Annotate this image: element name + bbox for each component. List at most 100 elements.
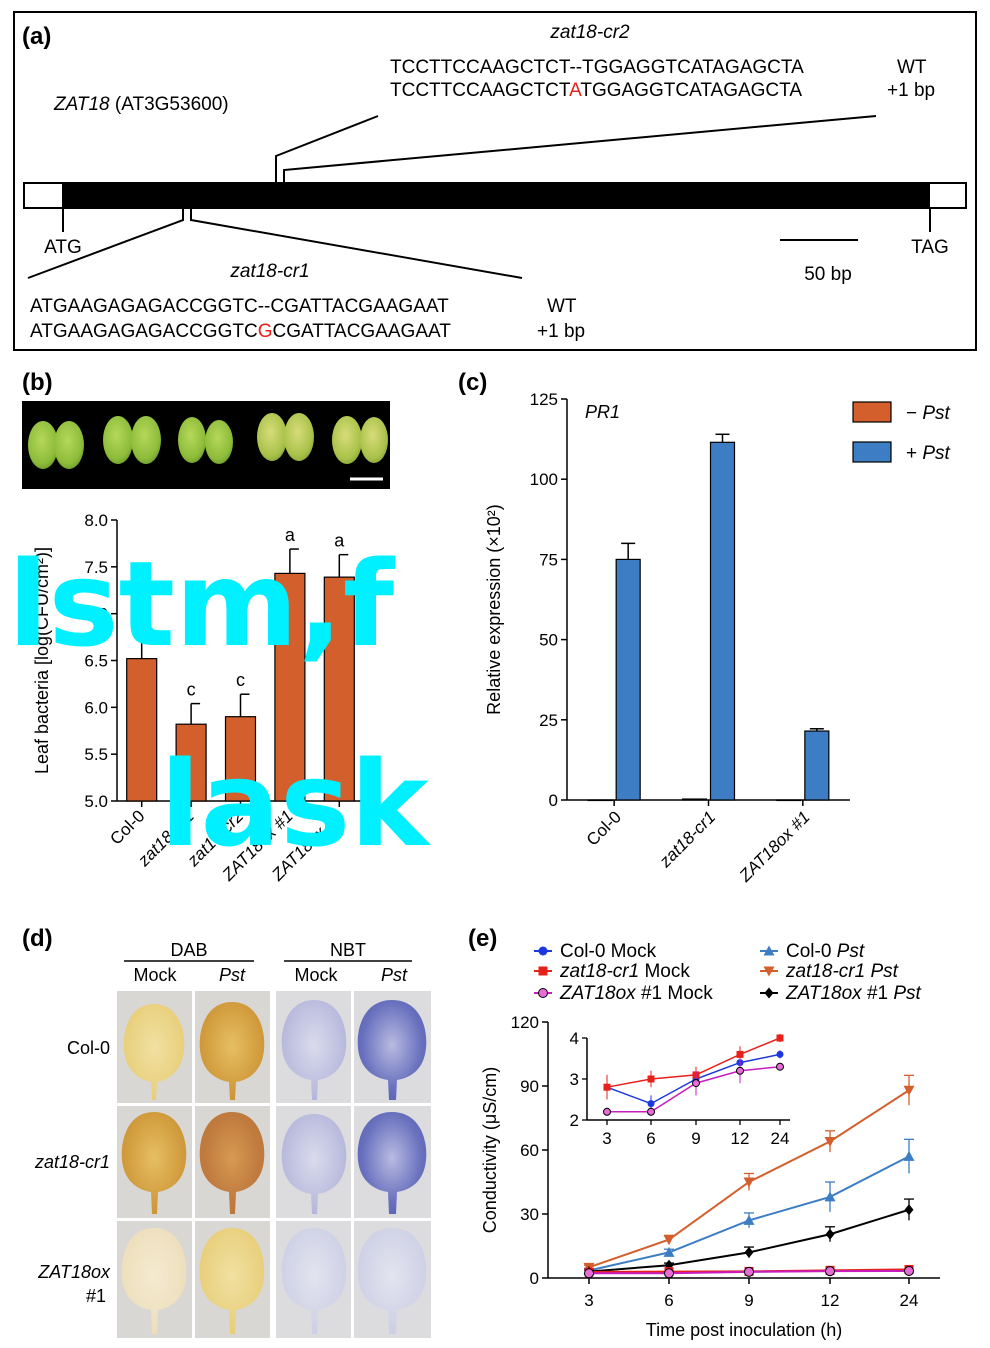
- x-tick-label: ZAT18ox #1: [735, 807, 814, 886]
- data-point: [904, 1265, 914, 1276]
- significance-letter: c: [187, 680, 196, 700]
- y-tick-label: 7.0: [84, 605, 108, 624]
- inset-x-tick-label: 6: [646, 1129, 655, 1148]
- data-point: [776, 1062, 784, 1071]
- panel-c: (c) 0 25 50 75 100 125 PR1 Relative expression …: [458, 369, 951, 886]
- inset-x-tick-label: 9: [691, 1129, 700, 1148]
- leaf: [360, 417, 388, 463]
- allele-cr2-mut-seq: TCCTTCCAAGCTCTATGGAGGTCATAGAGCTA: [390, 80, 802, 101]
- legend-label: − Pst: [906, 403, 951, 424]
- data-point: [824, 1136, 836, 1147]
- legend-label: zat18-cr1 Mock: [559, 961, 690, 982]
- chart-title: PR1: [585, 402, 620, 422]
- legend-swatch: [852, 401, 892, 423]
- y-tick-label: 30: [520, 1205, 539, 1224]
- bar: [126, 658, 158, 802]
- legend-swatch: [852, 441, 892, 463]
- data-point: [776, 1050, 784, 1058]
- leaf: [205, 420, 233, 464]
- panel-e: (e) 0 30 60 90 120 3 6 9 12 24 Time post inoculati…: [468, 925, 940, 1340]
- y-tick-label: 90: [520, 1077, 539, 1096]
- significance-letter: a: [334, 531, 345, 551]
- x-tick-label: 24: [900, 1291, 919, 1310]
- inset-x-tick-label: 3: [602, 1129, 611, 1148]
- overlay-text-line-2: lask: [160, 735, 431, 873]
- bar: [175, 723, 207, 802]
- y-tick-label: 5.5: [84, 745, 108, 764]
- group-label-nbt: NBT: [330, 940, 366, 960]
- panel-a: (a) ZAT18 (AT3G53600) zat18-cr2 TCCTTCCA…: [13, 11, 977, 351]
- leaf: [131, 416, 161, 464]
- bar: [709, 441, 736, 801]
- gene-cds: [62, 183, 930, 208]
- data-point: [664, 1268, 674, 1279]
- leaf: [178, 417, 206, 463]
- leaf: [28, 421, 58, 469]
- leaf-stain: [121, 1112, 187, 1214]
- x-tick-label: 12: [821, 1291, 840, 1310]
- allele-cr2-wt-seq: TCCTTCCAAGCTCT--TGGAGGTCATAGAGCTA: [390, 57, 804, 78]
- chart-e: 0 30 60 90 120 3 6 9 12 24 Time post inoculation (…: [480, 941, 940, 1340]
- x-tick-label: Col-0: [106, 806, 148, 848]
- leaf-stain: [199, 1112, 265, 1214]
- data-point: [744, 1246, 754, 1258]
- allele-cr1-mut-seq: ATGAAGAGAGACCGGTCGCGATTACGAAGAAT: [30, 321, 451, 342]
- leaf: [103, 416, 133, 464]
- row-label-ox: ZAT18ox: [37, 1262, 111, 1282]
- y-tick-label: 75: [539, 550, 558, 569]
- cr2-callout-left: [275, 115, 379, 183]
- bar: [804, 730, 830, 801]
- y-tick-label: 125: [530, 390, 558, 409]
- leaf-stain: [357, 1228, 427, 1334]
- data-point: [744, 1266, 754, 1277]
- inset-x-tick-label: 24: [771, 1129, 790, 1148]
- leaf-pairs: [28, 413, 388, 469]
- scale-bar-label: 50 bp: [804, 264, 852, 285]
- y-tick-label: 120: [511, 1013, 539, 1032]
- allele-cr1-wt-seq: ATGAAGAGAGACCGGTC--CGATTACGAAGAAT: [30, 296, 449, 317]
- data-point: [647, 1075, 655, 1083]
- y-tick-label: 6.5: [84, 652, 108, 671]
- y-tick-label: 60: [520, 1141, 539, 1160]
- y-tick-label: 50: [539, 631, 558, 650]
- significance-letter: c: [236, 670, 245, 690]
- inset-y-tick-label: 2: [570, 1111, 579, 1130]
- y-tick-label: 25: [539, 711, 558, 730]
- bar: [615, 558, 641, 801]
- col-label-dab-pst: Pst: [219, 965, 246, 985]
- col-label-dab-mock: Mock: [133, 965, 177, 985]
- allele-name-cr1: zat18-cr1: [229, 261, 309, 282]
- panel-label-e: (e): [468, 925, 497, 952]
- bar: [274, 572, 306, 802]
- panel-b: (b) 5.0 5.5 6.0 6.5 7.0 7.5 8.0 Leaf bacteria […: [22, 369, 390, 885]
- leaf-stain: [199, 1228, 265, 1334]
- data-point: [663, 1235, 675, 1246]
- cr1-callout-right: [190, 208, 523, 279]
- bar: [776, 799, 802, 802]
- data-point: [692, 1079, 700, 1088]
- legend-label: Col-0 Mock: [560, 941, 657, 962]
- panel-label-d: (d): [22, 925, 53, 952]
- leaf-stain: [281, 1114, 347, 1214]
- y-tick-label: 5.0: [84, 792, 108, 811]
- leaf: [54, 421, 84, 469]
- data-point: [904, 1204, 914, 1216]
- x-tick-label: Col-0: [583, 807, 625, 849]
- bar: [587, 799, 613, 802]
- data-point: [538, 966, 548, 976]
- cr2-callout-right: [283, 115, 877, 183]
- legend-label: zat18-cr1 Pst: [785, 961, 899, 982]
- data-point: [647, 1107, 655, 1116]
- allele-cr2-wt-label: WT: [897, 57, 927, 78]
- leaf-stain: [357, 1112, 427, 1214]
- data-point: [584, 1268, 594, 1279]
- legend-label: ZAT18ox #1 Mock: [559, 983, 713, 1004]
- start-codon-label: ATG: [44, 237, 82, 258]
- legend-label: + Pst: [906, 443, 951, 464]
- y-tick-label: 0: [530, 1269, 539, 1288]
- x-tick-label: 6: [664, 1291, 673, 1310]
- col-label-nbt-pst: Pst: [381, 965, 408, 985]
- stop-codon-label: TAG: [911, 237, 949, 258]
- significance-letter: a: [285, 525, 296, 545]
- x-axis-label: Time post inoculation (h): [646, 1320, 842, 1340]
